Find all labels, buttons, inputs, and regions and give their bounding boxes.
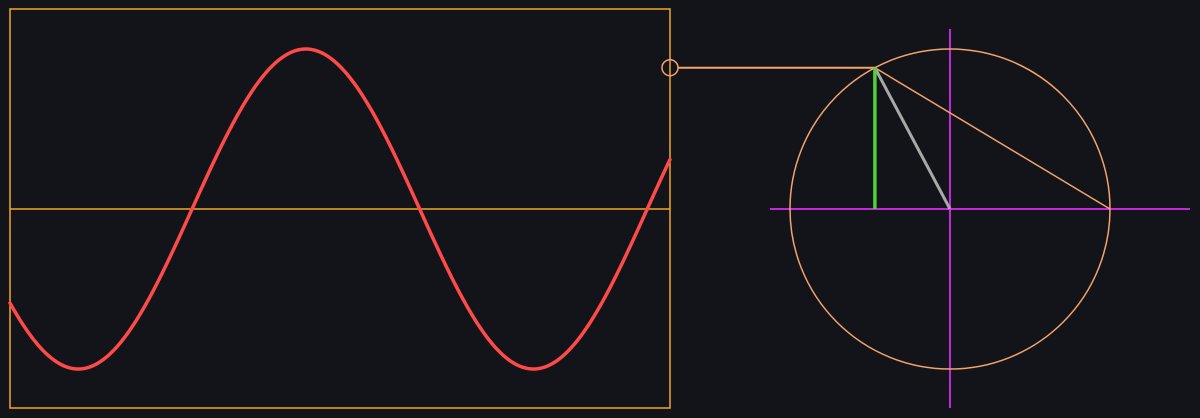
chord-to-right-point: [874, 67, 1111, 210]
sine-wave-curve: [8, 47, 672, 371]
radius-line: [873, 67, 952, 210]
